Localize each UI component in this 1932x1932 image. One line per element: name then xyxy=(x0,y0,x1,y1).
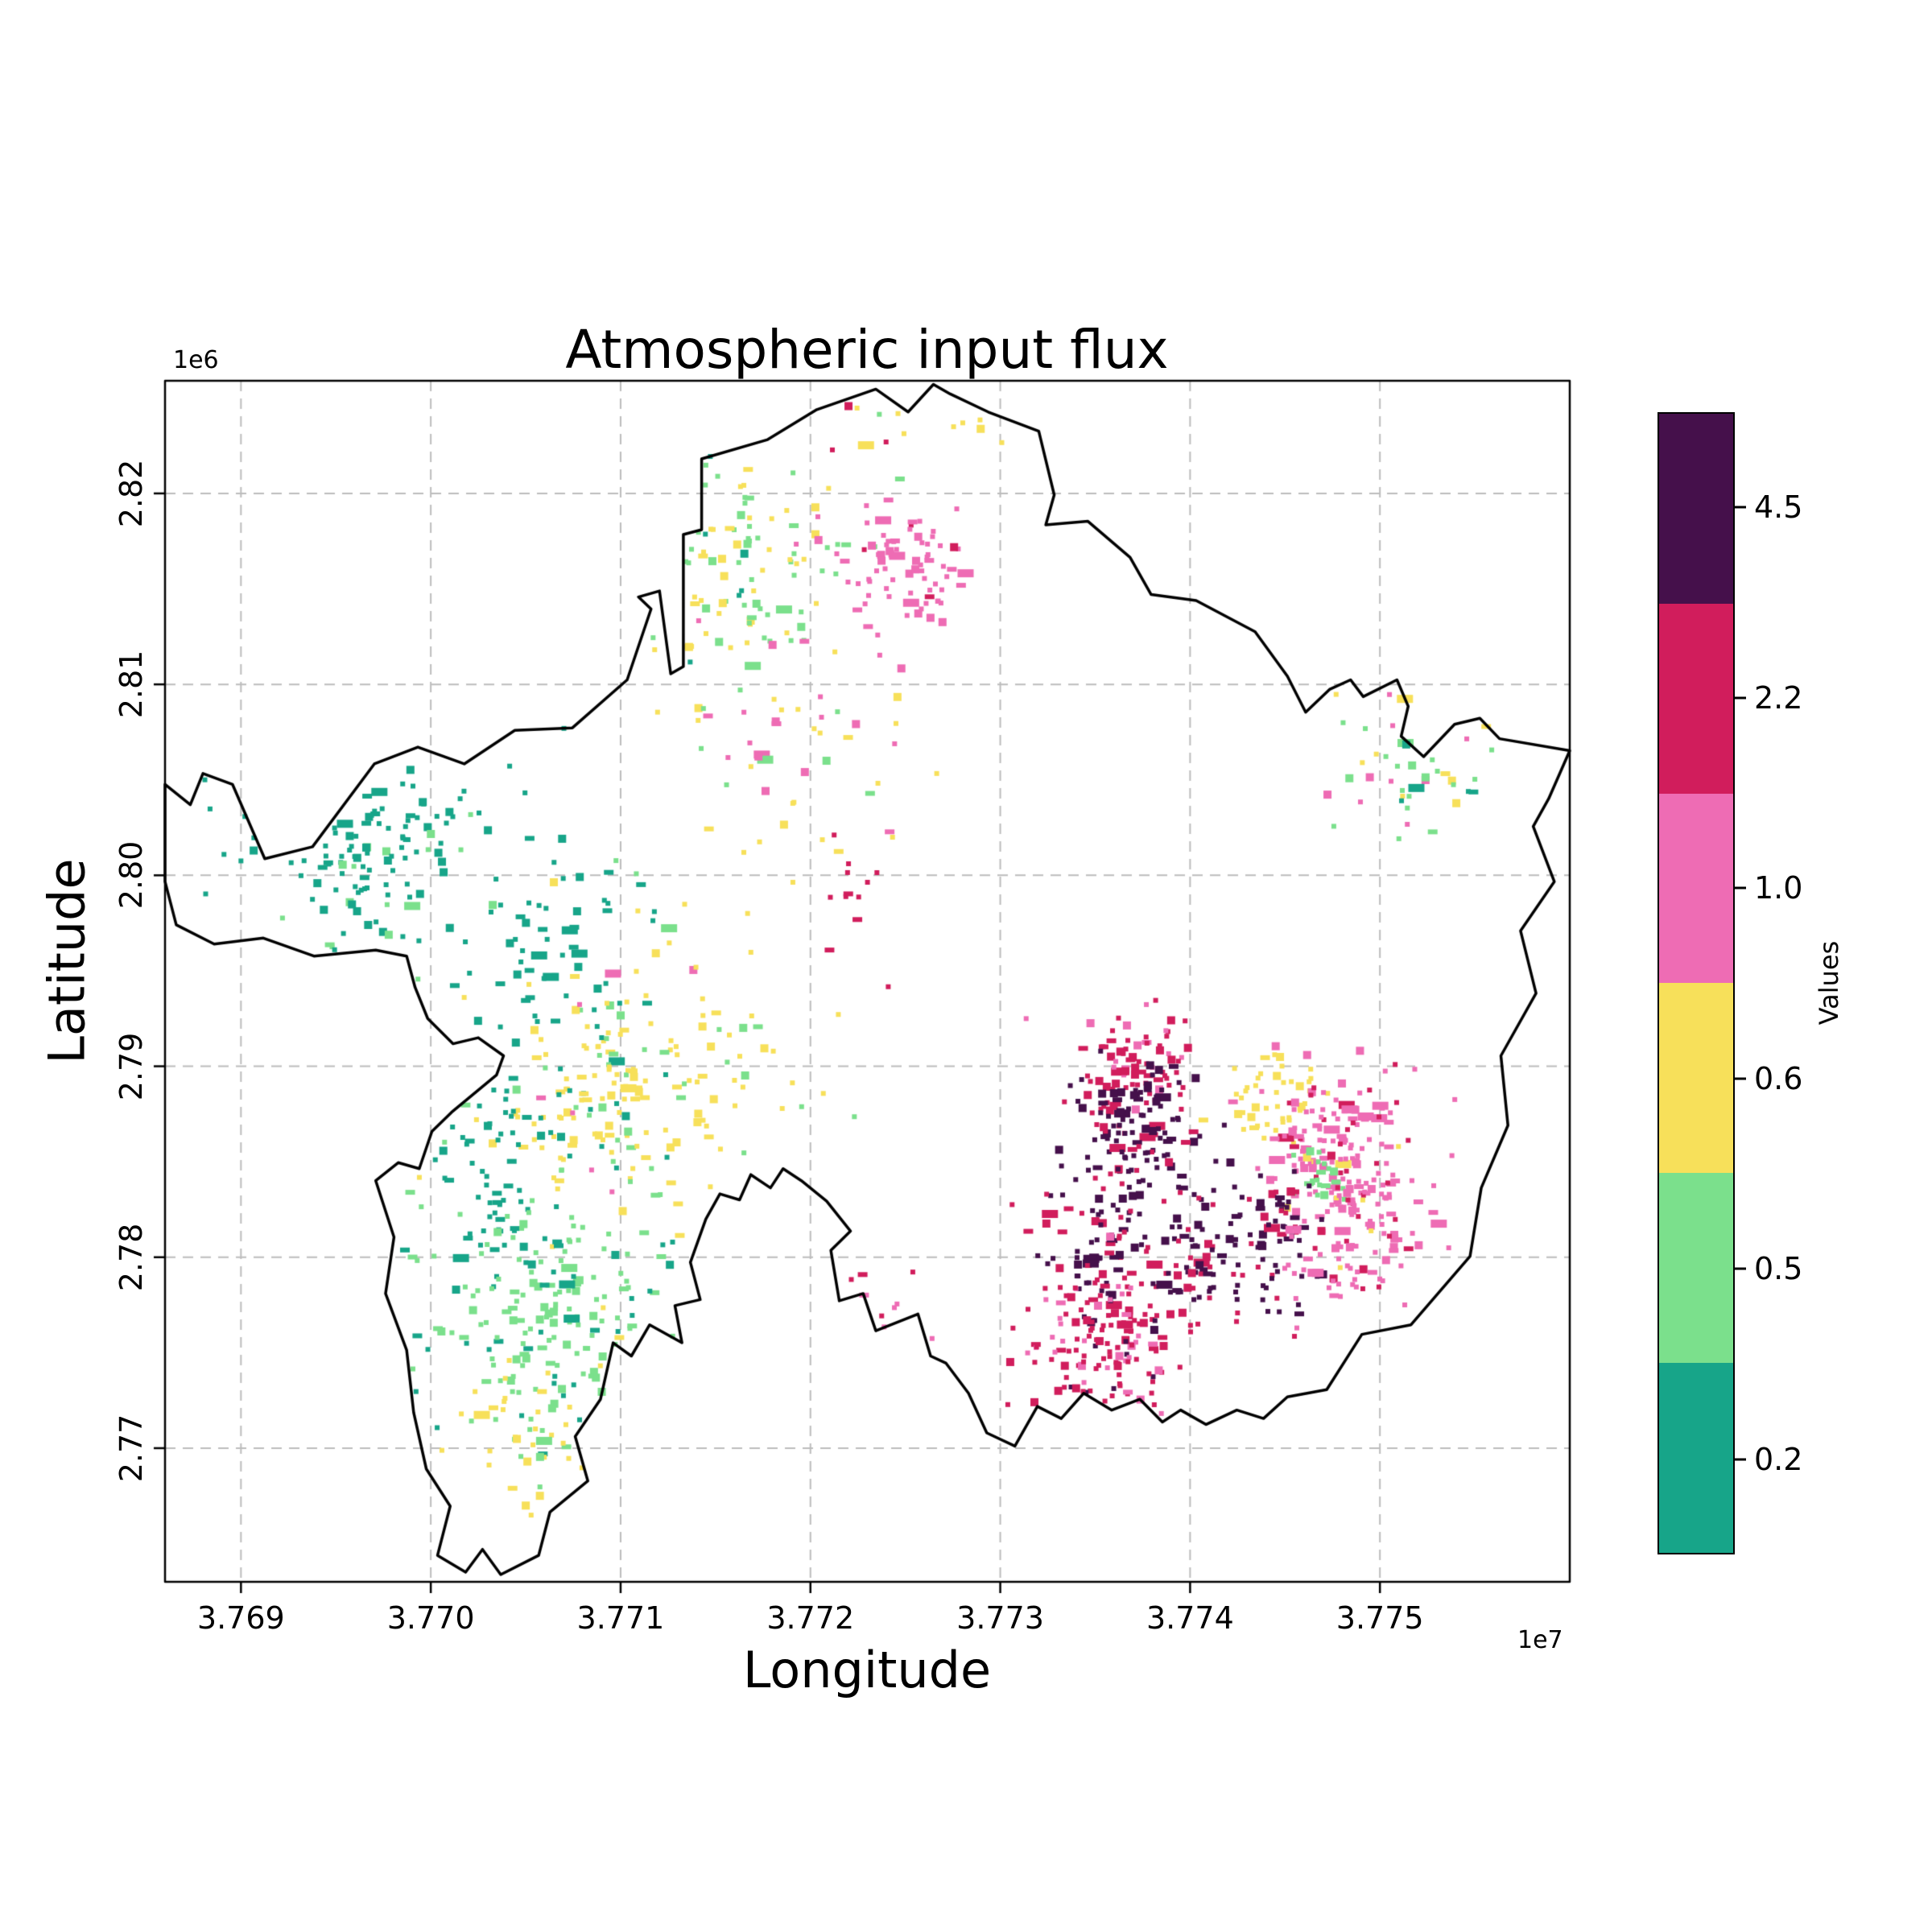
colorbar-tickmark xyxy=(1735,506,1746,509)
colorbar-segment xyxy=(1659,414,1733,604)
colorbar-tick-label: 2.2 xyxy=(1754,679,1803,716)
colorbar-tick-label: 0.5 xyxy=(1754,1251,1803,1287)
x-axis-offset-text: 1e7 xyxy=(1517,1626,1563,1654)
colorbar-tickmark xyxy=(1735,1267,1746,1270)
colorbar-tickmark xyxy=(1735,1458,1746,1461)
colorbar-segment xyxy=(1659,1363,1733,1553)
y-axis-label: Latitude xyxy=(37,858,97,1064)
colorbar-tickmark xyxy=(1735,1077,1746,1080)
y-tick-label: 2.77 xyxy=(114,1414,149,1483)
y-tick-label: 2.80 xyxy=(114,841,149,910)
colorbar-segment xyxy=(1659,1173,1733,1364)
chart-title: Atmospheric input flux xyxy=(565,319,1169,381)
colorbar-segment xyxy=(1659,793,1733,984)
colorbar-tick-label: 4.5 xyxy=(1754,489,1803,526)
x-tick-label: 3.771 xyxy=(576,1600,665,1636)
y-tick-label: 2.82 xyxy=(114,459,149,528)
colorbar-segment xyxy=(1659,603,1733,794)
x-axis-label: Longitude xyxy=(742,1641,992,1699)
x-tick-label: 3.769 xyxy=(196,1600,285,1636)
x-tick-label: 3.773 xyxy=(956,1600,1044,1636)
colorbar-tick-label: 1.0 xyxy=(1754,870,1803,906)
y-axis-offset-text: 1e6 xyxy=(173,346,219,374)
y-tick-label: 2.81 xyxy=(114,650,149,719)
x-tick-label: 3.774 xyxy=(1146,1600,1234,1636)
colorbar-tickmark xyxy=(1735,696,1746,700)
colorbar-tick-label: 0.6 xyxy=(1754,1060,1803,1096)
colorbar-tickmark xyxy=(1735,886,1746,890)
x-tick-label: 3.770 xyxy=(386,1600,475,1636)
x-tick-label: 3.775 xyxy=(1335,1600,1424,1636)
colorbar xyxy=(1657,412,1735,1554)
x-tick-label: 3.772 xyxy=(766,1600,855,1636)
colorbar-label: Values xyxy=(1814,940,1844,1026)
y-tick-label: 2.78 xyxy=(114,1223,149,1292)
colorbar-tick-label: 0.2 xyxy=(1754,1441,1803,1477)
y-tick-label: 2.79 xyxy=(114,1032,149,1100)
colorbar-segment xyxy=(1659,983,1733,1174)
